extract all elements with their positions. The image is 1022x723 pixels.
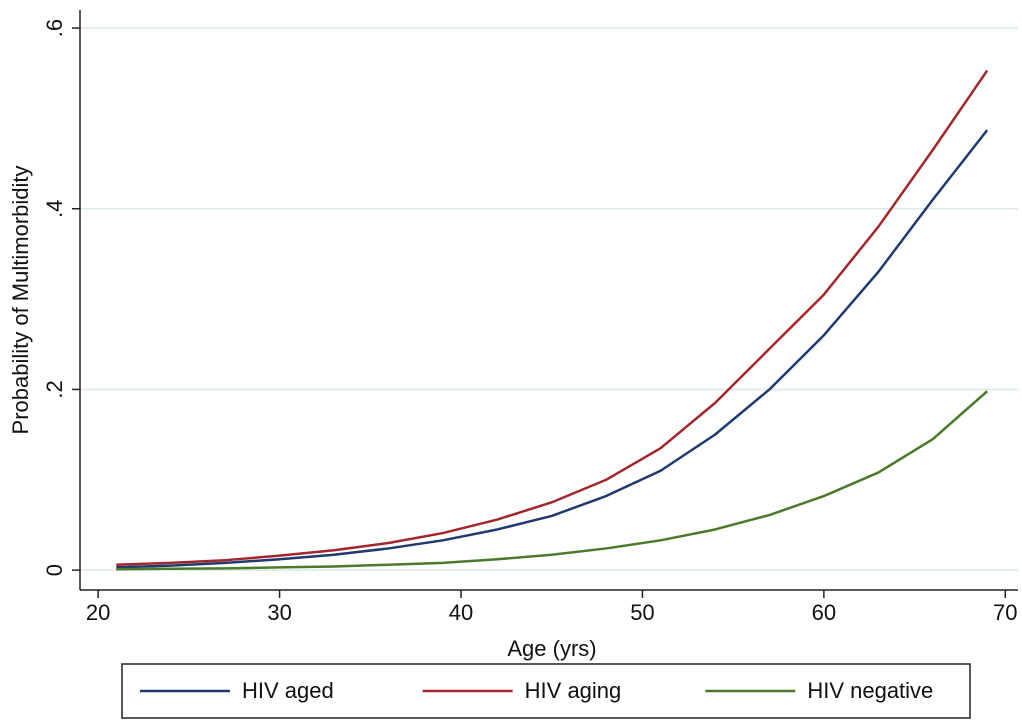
series-line	[116, 69, 989, 566]
series-line	[116, 390, 988, 571]
y-tick-label: .4	[42, 200, 67, 218]
x-tick-label: 50	[630, 600, 654, 625]
y-tick-label: .6	[42, 19, 67, 37]
legend-box	[121, 663, 971, 719]
x-tick-label: 70	[993, 600, 1017, 625]
y-axis-label: Probability of Multimorbidity	[8, 166, 33, 435]
legend-label: HIV aged	[242, 678, 334, 703]
x-tick-label: 30	[267, 600, 291, 625]
x-tick-label: 40	[449, 600, 473, 625]
y-tick-label: .2	[42, 380, 67, 398]
y-tick-label: 0	[42, 564, 67, 576]
x-axis-label: Age (yrs)	[507, 636, 596, 661]
legend-label: HIV negative	[807, 678, 933, 703]
x-tick-label: 60	[812, 600, 836, 625]
x-tick-label: 20	[86, 600, 110, 625]
legend-label: HIV aging	[525, 678, 622, 703]
series-line	[116, 129, 989, 569]
